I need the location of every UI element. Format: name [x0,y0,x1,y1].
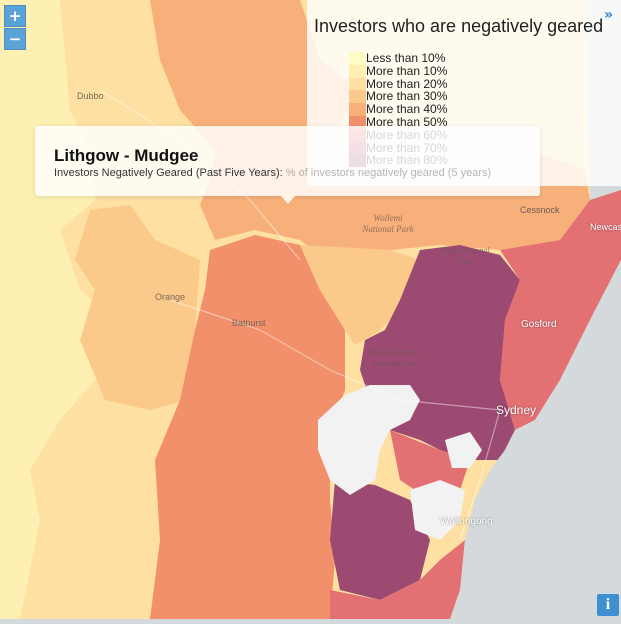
tooltip-measure-label: Investors Negatively Geared (Past Five Y… [54,167,283,179]
map-label-wollongong: Wollongong [440,516,493,527]
tooltip-measure-value: % of investors negatively geared (5 year… [285,167,492,179]
map-label-wollemi: Wollemi National Park [362,213,414,234]
legend-swatch [349,103,366,117]
tooltip-measure: Investors Negatively Geared (Past Five Y… [54,167,491,179]
map-label-dubbo: Dubbo [77,91,104,101]
tooltip-region-name: Lithgow - Mudgee [54,146,199,165]
region-southern-highlands[interactable] [330,480,430,600]
legend-swatch [349,64,366,78]
sea-coast [450,260,621,619]
info-icon[interactable]: i [597,594,619,616]
legend-swatch [349,90,366,104]
region-sydney-south-west[interactable] [390,430,470,500]
tooltip-pointer [281,196,295,204]
map-label-sydney: Sydney [496,403,537,417]
double-chevron-right-icon[interactable]: » [603,7,613,23]
legend-label: More than 30% [366,89,448,104]
legend-label: More than 20% [366,76,448,91]
region-no-data-west[interactable] [318,385,420,495]
legend-swatch [349,77,366,91]
region-orange[interactable] [75,205,200,410]
legend-title: Investors who are negatively geared [314,16,604,36]
map-label-bathurst: Bathurst [232,318,266,328]
legend-label: More than 50% [366,115,448,129]
zoom-in-button[interactable]: + [4,5,26,27]
map-label-yengo: Yengo National Park [440,246,490,266]
map-label-gosford: Gosford [521,319,557,330]
legend-label: More than 40% [366,102,448,117]
map-label-cessnock: Cessnock [520,205,560,215]
road-line [169,299,501,411]
road-line [459,409,501,541]
map-label-newcastle: Newcas [590,222,621,232]
region-no-data-illawarra[interactable] [410,480,465,540]
legend-swatch [349,52,366,65]
region-bathurst[interactable] [150,235,345,619]
legend-label: More than 10% [366,63,448,78]
region-no-data-sydney[interactable] [445,432,482,468]
region-tooltip: Lithgow - Mudgee Investors Negatively Ge… [35,126,540,196]
legend-swatch [349,116,366,129]
zoom-out-button[interactable]: − [4,28,26,50]
map-label-blue-mountains: Blue Mountains National Park [369,348,421,368]
map-label-orange: Orange [155,292,186,302]
region-central-coast[interactable] [500,190,621,430]
legend-label: Less than 10% [366,51,446,65]
region-south-coast[interactable] [330,540,465,619]
